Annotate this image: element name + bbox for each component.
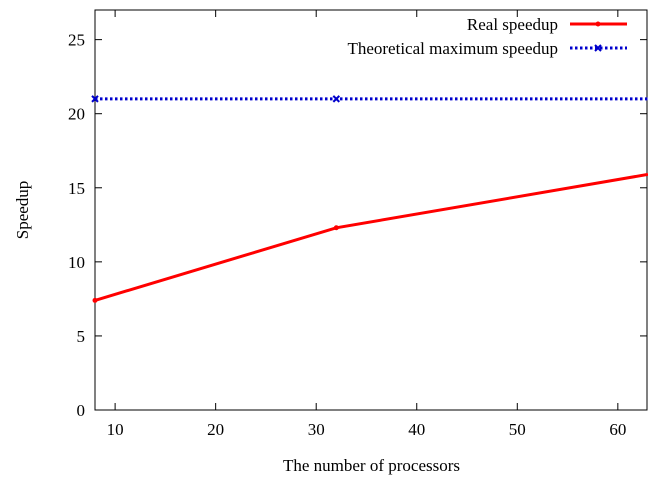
y-tick-label: 15 [68, 179, 85, 198]
legend-label: Real speedup [467, 15, 558, 34]
legend-label: Theoretical maximum speedup [347, 39, 558, 58]
x-axis-title: The number of processors [283, 456, 460, 475]
data-point [92, 297, 98, 303]
x-tick-label: 60 [609, 420, 626, 439]
series-line [94, 172, 648, 302]
x-tick-label: 40 [408, 420, 425, 439]
data-point [91, 95, 99, 103]
plot-frame [94, 9, 648, 411]
x-tick-label: 20 [207, 420, 224, 439]
y-tick-label: 10 [68, 253, 85, 272]
x-tick-label: 50 [509, 420, 526, 439]
legend-marker [594, 44, 602, 52]
y-tick-label: 25 [68, 31, 85, 50]
series-1 [91, 95, 648, 103]
data-point [332, 95, 341, 103]
marker-stroke [332, 95, 341, 103]
plot-border [94, 9, 648, 411]
marker-stroke [594, 44, 602, 52]
y-tick-label: 20 [68, 105, 85, 124]
x-tick-label: 30 [308, 420, 325, 439]
y-tick-label: 0 [77, 401, 86, 420]
marker-stroke [91, 95, 99, 103]
series-0 [92, 172, 648, 303]
y-axis-title: Speedup [13, 181, 32, 240]
legend: Real speedup Theoretical maximum speedup [347, 15, 627, 58]
x-tick-label: 10 [107, 420, 124, 439]
series-layer [91, 95, 648, 303]
y-tick-label: 5 [77, 327, 86, 346]
legend-marker [595, 21, 601, 27]
data-point [333, 225, 339, 231]
axis-ticks [95, 10, 647, 411]
tick-labels: 10 20 30 40 50 60 0 5 10 15 20 25 [68, 31, 626, 439]
